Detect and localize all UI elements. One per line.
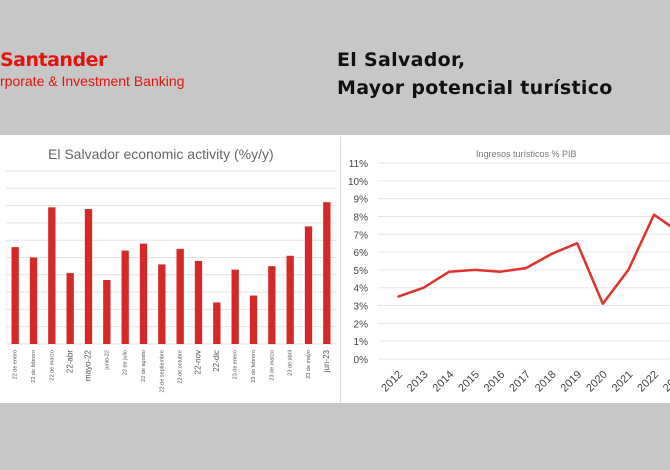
bar bbox=[11, 247, 19, 344]
footer-band bbox=[0, 403, 670, 470]
x-tick-label: junio-22 bbox=[104, 350, 110, 371]
data-point bbox=[525, 267, 527, 269]
bar bbox=[194, 260, 203, 344]
bar bbox=[158, 264, 166, 344]
bar bbox=[48, 207, 56, 344]
y-tick-label: 10% bbox=[348, 177, 368, 188]
x-tick-label: 23 de abril bbox=[288, 350, 294, 376]
bar bbox=[249, 295, 258, 344]
x-tick-label: 23 de mayo bbox=[306, 350, 312, 379]
data-point bbox=[448, 270, 450, 273]
x-tick-label: 23 de febrero bbox=[251, 350, 257, 383]
y-tick-label: 3% bbox=[354, 302, 369, 313]
bar bbox=[29, 257, 38, 344]
y-tick-label: 9% bbox=[354, 195, 369, 206]
bar bbox=[268, 266, 276, 344]
header-band bbox=[0, 0, 670, 135]
x-tick-label: 22-nov bbox=[194, 350, 203, 374]
data-point bbox=[627, 269, 630, 271]
bar-chart: 22 de enero 22 de febrero 22 de marzo 22-ab… bbox=[6, 170, 336, 393]
data-point bbox=[653, 213, 655, 216]
y-tick-label: 6% bbox=[354, 248, 369, 259]
data-point bbox=[474, 269, 476, 271]
x-tick-label: 23 de enero bbox=[233, 350, 239, 379]
x-tick-label: 2022 bbox=[635, 369, 661, 395]
x-tick-label: 2020 bbox=[584, 369, 610, 395]
x-tick-label: jun-23 bbox=[322, 349, 331, 373]
bar bbox=[139, 243, 148, 344]
x-tick-label: 22 de febrero bbox=[31, 350, 37, 383]
x-tick-label: 22 de julio bbox=[123, 350, 129, 375]
y-tick-label: 4% bbox=[354, 284, 369, 295]
brand-logo: Santander rporate & Investment Banking bbox=[0, 50, 184, 90]
tourism-revenue-panel: Ingresos turísticos % PIB 0% 1% 2% 3% 4% 5% 6%… bbox=[343, 137, 670, 403]
x-tick-label: 2015 bbox=[456, 369, 482, 395]
x-tick-label: 23 de marzo bbox=[269, 350, 275, 381]
bar bbox=[304, 226, 313, 344]
bar bbox=[66, 273, 74, 344]
bar bbox=[323, 202, 331, 344]
y-tick-label: 5% bbox=[354, 266, 369, 277]
bar bbox=[176, 248, 184, 344]
x-tick-label: 2018 bbox=[533, 369, 559, 395]
data-point bbox=[422, 286, 425, 289]
x-tick-label: 2014 bbox=[431, 369, 457, 395]
y-tick-label: 2% bbox=[354, 319, 369, 330]
bar bbox=[231, 269, 239, 344]
bar-chart-title: El Salvador economic activity (%y/y) bbox=[48, 146, 274, 162]
line-chart: 0%1%2%3%4%5%6%7%8%9%10%11%2012 2013 2014 20… bbox=[348, 159, 670, 395]
bar bbox=[213, 302, 221, 344]
x-tick-label: 22-dic bbox=[212, 350, 221, 372]
line-chart-title: Ingresos turísticos % PIB bbox=[476, 149, 577, 159]
bar bbox=[121, 250, 129, 344]
bar bbox=[286, 255, 294, 344]
bar bbox=[103, 279, 111, 344]
x-tick-label: 2021 bbox=[610, 369, 636, 395]
x-tick-label: 2013 bbox=[405, 369, 431, 395]
y-tick-label: 0% bbox=[354, 355, 369, 366]
page-title: El Salvador, Mayor potencial turístico bbox=[337, 46, 613, 102]
x-tick-label: 2019 bbox=[559, 369, 585, 395]
x-tick-label: 2016 bbox=[482, 369, 508, 395]
y-tick-label: 8% bbox=[354, 212, 369, 223]
data-point bbox=[602, 302, 604, 305]
page-title-line2: Mayor potencial turístico bbox=[337, 77, 613, 99]
y-tick-label: 7% bbox=[354, 230, 369, 241]
data-point bbox=[550, 253, 553, 255]
x-tick-label: 22-abr bbox=[65, 350, 74, 373]
x-tick-label: 2012 bbox=[379, 369, 405, 395]
brand-name: Santander bbox=[0, 49, 107, 71]
series-line bbox=[397, 213, 670, 306]
data-point bbox=[397, 295, 399, 298]
data-point bbox=[576, 242, 578, 244]
x-tick-label: 22 de octubre bbox=[178, 350, 184, 384]
y-tick-label: 1% bbox=[354, 337, 369, 348]
x-tick-label: 2017 bbox=[507, 369, 533, 395]
data-point bbox=[499, 270, 502, 273]
x-tick-label: 22 de septiembre bbox=[159, 350, 165, 393]
x-tick-label: 2023 bbox=[661, 369, 670, 395]
x-tick-label: mayo-22 bbox=[84, 349, 93, 381]
y-tick-label: 11% bbox=[349, 159, 368, 170]
x-tick-label: 22 de enero bbox=[13, 350, 19, 379]
bar bbox=[84, 209, 93, 344]
x-tick-label: 22 de marzo bbox=[49, 350, 55, 381]
x-tick-label: 22 de agosto bbox=[141, 350, 147, 382]
economic-activity-panel: El Salvador economic activity (%y/y) 22 … bbox=[0, 137, 341, 403]
page-title-line1: El Salvador, bbox=[337, 49, 466, 71]
brand-subtitle: rporate & Investment Banking bbox=[0, 73, 185, 89]
